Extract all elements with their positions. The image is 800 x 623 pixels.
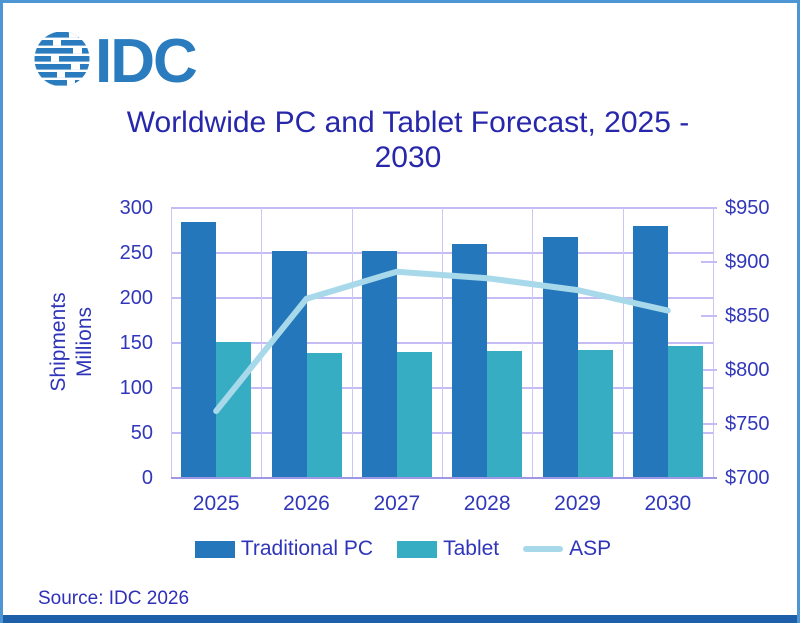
chart-title-line2: 2030: [374, 141, 442, 174]
gridline-vertical: [171, 208, 172, 478]
left-axis-tick-label: 50: [130, 422, 153, 444]
right-axis-tick-label: $950: [725, 197, 770, 219]
idc-logo: IDC: [34, 27, 199, 95]
right-axis-tick-label: $750: [725, 413, 770, 435]
legend-label: ASP: [569, 537, 612, 560]
bar-traditional-pc-2030: [632, 226, 668, 478]
idc-logo-text: IDC: [95, 27, 197, 95]
bar-tablet-2026: [306, 352, 342, 478]
left-axis-tick-label: 150: [119, 332, 153, 354]
right-axis-tick-mark: [701, 369, 717, 371]
legend-item-traditional-pc: Traditional PC: [194, 537, 374, 561]
x-axis-line: [171, 477, 717, 479]
left-axis-tick-label: 100: [119, 377, 153, 399]
left-axis-tick-label: 200: [119, 287, 153, 309]
legend-item-asp: ASP: [523, 537, 611, 561]
chart-title: Worldwide PC and Tablet Forecast, 2025 -…: [108, 105, 708, 175]
right-axis-tick-mark: [701, 423, 717, 425]
left-axis-tick-label: 300: [119, 197, 153, 219]
chart-legend: Traditional PC Tablet ASP: [3, 537, 797, 561]
x-axis-labels: 2025 2026 2027 2028 2029 2030: [171, 492, 713, 518]
gridline-vertical: [261, 208, 263, 478]
gridline-vertical: [532, 208, 534, 478]
legend-label: Traditional PC: [240, 537, 374, 560]
bottom-accent-strip: [3, 615, 797, 623]
x-axis-label-2029: 2029: [554, 492, 601, 515]
right-axis-tick-mark: [701, 261, 717, 263]
plot-area: [171, 207, 717, 479]
asp-line: [213, 268, 671, 414]
x-axis-label-2025: 2025: [192, 492, 240, 515]
left-axis-ticks: 300 250 200 150 100 50 0: [61, 197, 153, 489]
bar-traditional-pc-2029: [542, 236, 578, 478]
bar-tablet-2027: [396, 352, 432, 478]
right-axis-tick-label: $900: [725, 251, 770, 273]
gridline-vertical: [622, 208, 624, 478]
right-axis-tick-label: $850: [725, 305, 770, 327]
bar-tablet-2030: [667, 345, 703, 478]
legend-item-tablet: Tablet: [397, 537, 499, 561]
left-axis-tick-label: 250: [119, 242, 153, 264]
right-axis-tick-label: $800: [725, 359, 770, 381]
legend-label: Tablet: [443, 537, 500, 560]
bar-traditional-pc-2027: [361, 251, 397, 478]
right-axis-tick-label: $700: [725, 467, 770, 489]
gridline-vertical: [351, 208, 353, 478]
chart-title-line1: Worldwide PC and Tablet Forecast, 2025 -: [126, 106, 690, 139]
bar-tablet-2029: [577, 350, 613, 478]
right-axis-ticks: $950 $900 $850 $800 $750 $700: [725, 197, 795, 489]
idc-globe-icon: [34, 32, 90, 86]
bar-tablet-2028: [487, 351, 523, 478]
bar-traditional-pc-2025: [181, 221, 217, 478]
bar-traditional-pc-2028: [452, 244, 488, 478]
x-axis-label-2030: 2030: [644, 492, 692, 515]
gridline-vertical: [442, 208, 443, 478]
legend-swatch-traditional-pc: [194, 540, 235, 558]
legend-swatch-tablet: [397, 540, 438, 558]
left-axis-tick-label: 0: [141, 467, 153, 489]
asp-line-layer: [213, 268, 671, 414]
bar-traditional-pc-2026: [271, 251, 307, 478]
source-note: Source: IDC 2026: [38, 588, 190, 609]
x-axis-label-2028: 2028: [463, 492, 511, 515]
x-axis-label-2027: 2027: [373, 492, 421, 515]
x-axis-label-2026: 2026: [283, 492, 330, 515]
right-axis-tick-mark: [701, 207, 717, 209]
bar-tablet-2025: [216, 342, 252, 478]
legend-swatch-asp: [523, 546, 564, 552]
gridline-vertical: [713, 208, 714, 478]
right-axis-tick-mark: [701, 315, 717, 317]
